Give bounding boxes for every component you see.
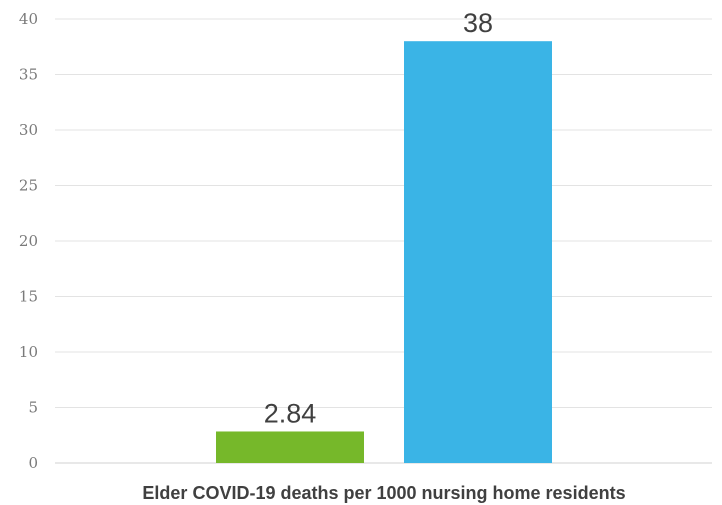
bars: [216, 41, 552, 463]
x-axis-label: Elder COVID-19 deaths per 1000 nursing h…: [142, 483, 625, 503]
data-label: 2.84: [264, 398, 317, 428]
bar: [216, 431, 364, 463]
y-tick-label: 35: [19, 66, 38, 84]
y-tick-label: 5: [28, 399, 38, 417]
data-label: 38: [463, 8, 493, 38]
y-tick-label: 40: [19, 10, 38, 28]
y-axis-ticks: 0 5 10 15 20 25 30 35 40: [19, 10, 38, 472]
y-tick-label: 10: [19, 343, 38, 361]
y-tick-label: 30: [19, 121, 38, 139]
y-tick-label: 25: [19, 177, 38, 195]
gridlines: [55, 18, 712, 464]
y-tick-label: 0: [28, 454, 38, 472]
data-labels: 2.84 38: [264, 8, 493, 428]
y-tick-label: 20: [19, 232, 38, 250]
bar: [404, 41, 552, 463]
y-tick-label: 15: [19, 288, 38, 306]
